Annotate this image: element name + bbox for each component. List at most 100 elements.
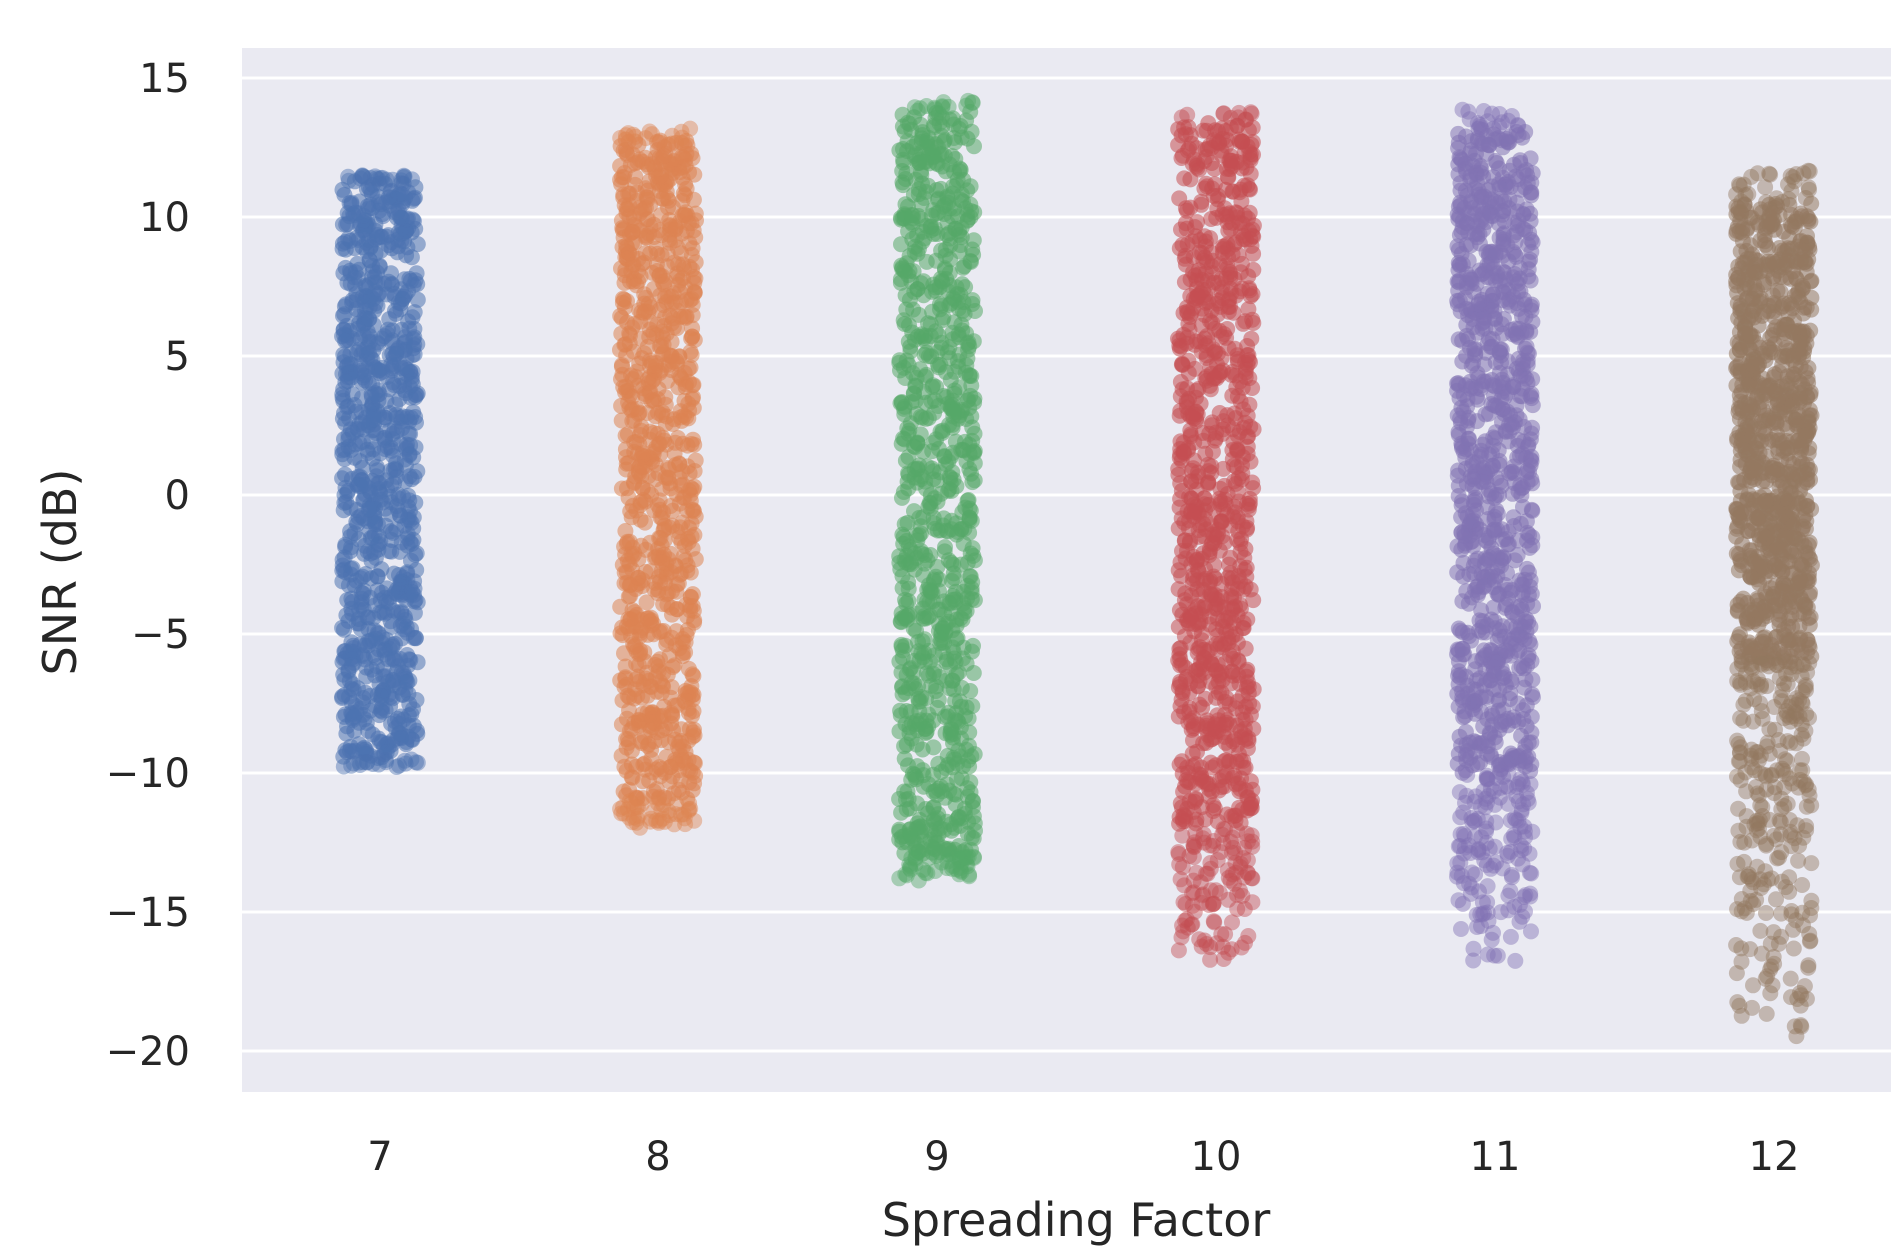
data-point [1522,150,1539,167]
data-point [947,653,964,670]
data-point [1197,774,1214,791]
data-point [632,819,648,836]
data-point [965,232,982,249]
data-point [1510,300,1527,317]
series-sf-10 [1170,104,1262,968]
data-point [1220,292,1237,309]
data-point [1513,804,1530,821]
data-point [659,258,676,275]
data-point [644,373,661,390]
data-point [1450,838,1467,855]
data-point [1245,421,1262,438]
data-point [409,654,426,671]
data-point [382,613,399,630]
data-point [627,789,644,806]
data-point [956,258,973,275]
data-point [365,411,382,428]
data-point [337,234,354,250]
data-point [685,431,701,448]
data-point [1484,717,1501,734]
data-point [1510,212,1527,229]
data-point [1494,203,1511,219]
data-point [1230,247,1247,263]
data-point [362,530,379,546]
data-point [1188,404,1205,421]
data-point [1197,720,1214,737]
data-point [1239,445,1256,462]
data-point [1242,800,1259,817]
data-point [388,664,405,681]
data-point [371,202,388,219]
data-point [1174,765,1191,782]
data-point [937,539,953,556]
data-point [1190,287,1207,304]
data-point [652,768,669,785]
data-point [617,378,634,395]
data-point [400,685,417,702]
data-point [627,133,644,150]
data-point [1170,652,1187,669]
data-point [964,540,981,557]
data-point [399,239,416,256]
data-point [337,538,354,555]
data-point [1220,630,1237,647]
data-point [891,870,908,887]
data-point [682,492,699,509]
data-point [674,129,690,146]
data-point [360,445,377,461]
data-point [911,509,928,526]
data-point [686,478,703,495]
data-point [1197,811,1214,828]
data-point [928,431,945,448]
data-point [336,326,352,343]
data-point [634,479,651,496]
data-point [378,744,395,761]
data-point [1186,839,1203,856]
data-point [1209,656,1226,672]
data-point [1463,275,1480,292]
data-point [1452,410,1469,427]
data-point [396,621,413,638]
data-point [345,755,362,772]
data-point [1509,449,1526,466]
data-point [1511,913,1528,930]
data-point [1233,133,1250,150]
data-point [1226,340,1243,357]
data-point [1229,388,1246,405]
data-point [680,534,697,550]
data-point [664,659,681,676]
data-point [642,218,659,235]
data-point [356,637,373,654]
data-point [895,151,912,168]
data-point [1215,768,1231,785]
data-point [1507,952,1524,969]
data-point [1506,414,1523,431]
data-point [1229,427,1246,444]
data-point [355,342,372,359]
data-point [1196,496,1213,513]
data-point [337,259,354,276]
data-point [943,482,960,499]
data-point [369,264,386,281]
data-point [379,651,396,667]
data-point [384,524,401,541]
data-point [894,489,910,506]
data-point [342,499,359,516]
data-point [961,509,978,526]
data-point [1229,209,1246,226]
data-point [1465,355,1482,372]
data-point [912,542,929,559]
data-point [1202,939,1219,956]
data-point [901,115,918,132]
data-point [680,684,697,701]
data-point [1243,870,1260,887]
data-point [952,161,969,178]
data-point [1173,568,1190,584]
data-point [684,666,701,683]
data-point [1188,333,1205,350]
data-point [665,310,682,327]
data-point [395,169,412,186]
data-point [960,492,977,508]
data-point [1501,134,1518,151]
data-point [1195,826,1212,843]
